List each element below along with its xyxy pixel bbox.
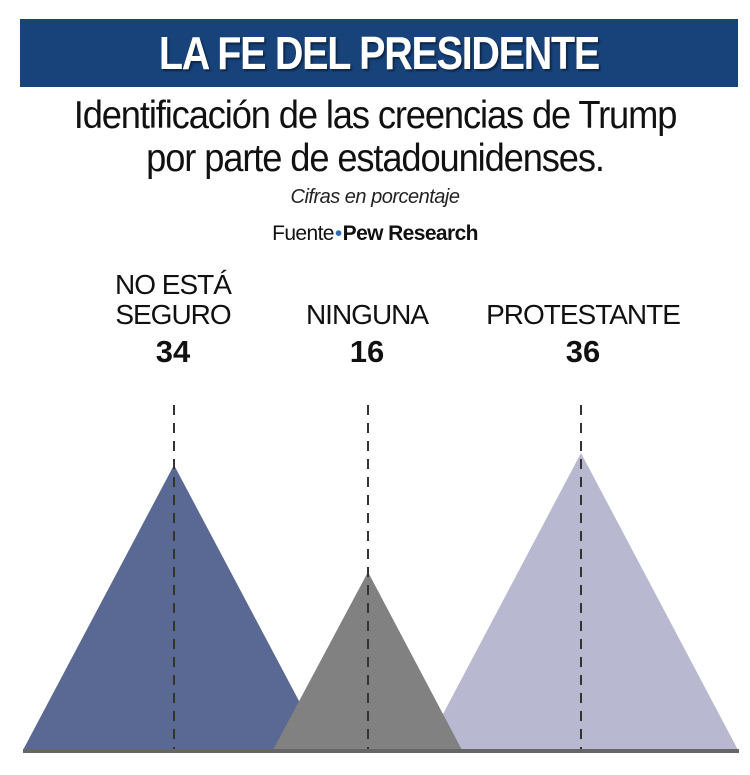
chart-title: LA FE DEL PRESIDENTE <box>158 27 600 79</box>
subtitle-line-1: Identificación de las creencias de Trump <box>73 94 678 137</box>
units-note: Cifras en porcentaje <box>290 186 460 208</box>
subtitle-line-2: por parte de estadounidenses. <box>146 137 605 180</box>
category-value-no-esta-seguro: 34 <box>155 334 191 369</box>
category-label-line-1: NO ESTÁ <box>115 269 232 300</box>
source-org: Pew Research <box>342 222 479 245</box>
chart-subtitle: Identificación de las creencias de Trump… <box>0 94 750 180</box>
bullet-icon: • <box>334 222 342 245</box>
category-label-ninguna: NINGUNA <box>267 300 467 330</box>
category-label-line-2: NINGUNA <box>305 299 429 330</box>
triangle-protestante <box>424 453 738 750</box>
category-label-no-esta-seguro: NO ESTÁ SEGURO <box>73 270 273 330</box>
category-label-protestante: PROTESTANTE <box>433 300 733 330</box>
header-band: LA FE DEL PRESIDENTE <box>20 19 738 87</box>
category-label-line-2: SEGURO <box>115 299 231 330</box>
source-line: Fuente•Pew Research <box>0 222 750 246</box>
category-value-ninguna: 16 <box>349 334 385 369</box>
category-value-protestante: 36 <box>565 334 601 369</box>
source-prefix: Fuente <box>272 222 334 245</box>
category-label-line-2: PROTESTANTE <box>486 299 681 330</box>
